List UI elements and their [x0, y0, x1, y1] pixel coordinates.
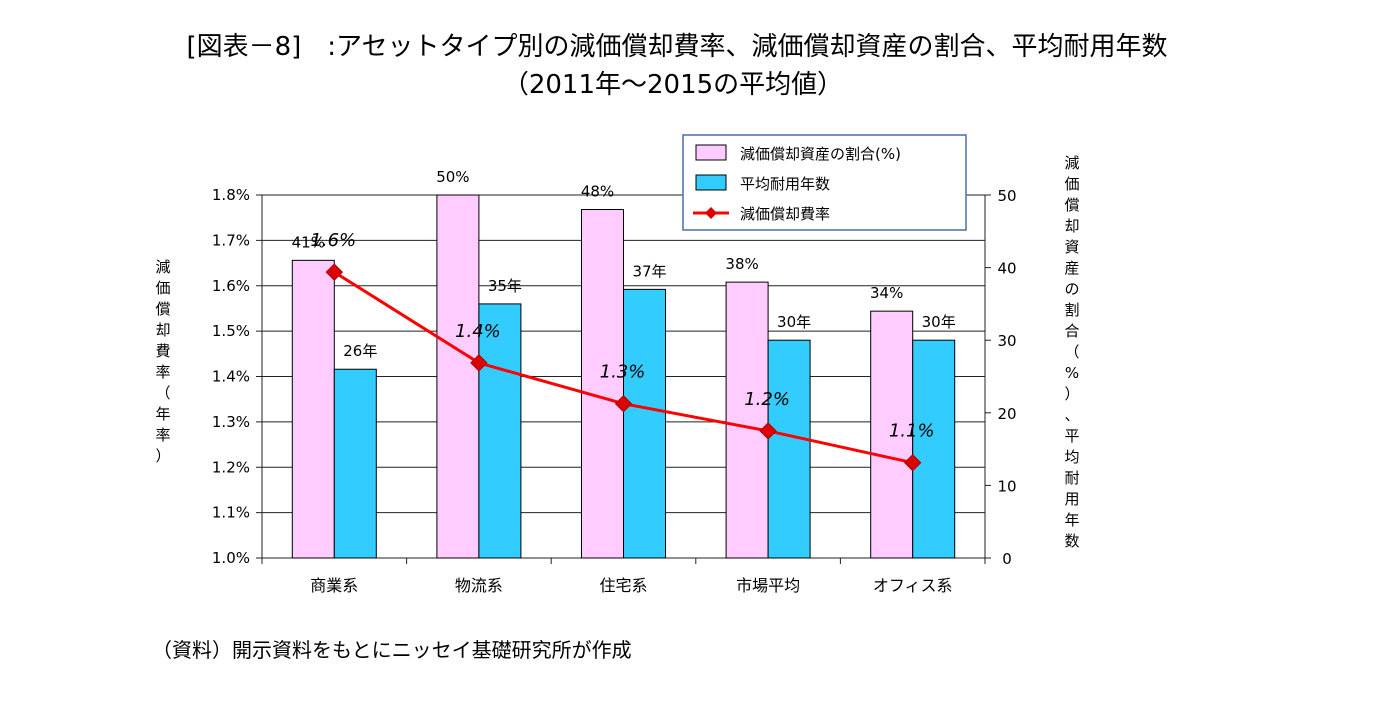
left-tick-label: 1.7%	[212, 231, 250, 249]
legend-swatch	[695, 174, 727, 191]
left-tick-label: 1.8%	[212, 186, 250, 204]
source-note: （資料）開示資料をもとにニッセイ基礎研究所が作成	[152, 638, 632, 662]
bar-data-label: 30年	[777, 313, 811, 331]
bar-data-label: 26年	[343, 342, 377, 360]
bar-useful-life	[478, 303, 522, 559]
line-data-label: 1.1%	[889, 421, 935, 442]
bar-data-label: 50%	[436, 168, 469, 186]
left-tick-label: 1.1%	[212, 504, 250, 522]
chart-title-line1: [図表－8] :アセットタイプ別の減価償却費率、減価償却資産の割合、平均耐用年数	[186, 32, 1168, 62]
right-tick-label: 40	[997, 260, 1016, 278]
line-data-label: 1.6%	[310, 230, 356, 251]
bar-data-label: 37年	[632, 262, 666, 280]
category-label: 市場平均	[736, 576, 800, 595]
left-tick-label: 1.0%	[212, 549, 250, 567]
bar-data-label: 30年	[922, 313, 956, 331]
right-tick-label: 20	[997, 405, 1016, 423]
right-axis-title: 減価償却資産の割合（%）、平均耐用年数	[1064, 154, 1079, 550]
bar-asset-ratio	[725, 281, 769, 559]
bar-useful-life	[333, 368, 377, 559]
bar-useful-life	[767, 339, 811, 559]
line-data-label: 1.4%	[455, 321, 501, 342]
legend-swatch	[695, 144, 727, 161]
depreciation-rate-marker	[470, 354, 488, 372]
category-label: 商業系	[310, 576, 358, 595]
bar-asset-ratio	[436, 194, 480, 559]
line-data-label: 1.2%	[744, 389, 790, 410]
left-axis-title: 減価償却費率（年率）	[155, 258, 170, 465]
category-label: 物流系	[455, 576, 503, 595]
bar-data-label: 48%	[581, 183, 614, 201]
bar-data-label: 35年	[488, 277, 522, 295]
right-tick-label: 50	[997, 187, 1016, 205]
legend-label: 減価償却資産の割合(%)	[740, 145, 901, 163]
right-tick-label: 10	[997, 477, 1016, 495]
bar-data-label: 34%	[870, 284, 903, 302]
legend-marker	[705, 207, 717, 219]
bar-data-label: 38%	[725, 255, 758, 273]
legend-label: 平均耐用年数	[740, 175, 830, 193]
bar-useful-life	[912, 339, 956, 559]
chart-title-line2: （2011年～2015の平均値）	[502, 70, 844, 100]
bar-data-label: 41%	[292, 233, 325, 251]
depreciation-rate-marker	[903, 454, 922, 472]
depreciation-rate-marker	[614, 395, 633, 413]
category-label: オフィス系	[873, 576, 953, 595]
line-data-label: 1.3%	[600, 362, 646, 383]
category-label: 住宅系	[599, 576, 647, 595]
left-tick-label: 1.4%	[212, 368, 250, 386]
right-tick-label: 0	[1002, 550, 1012, 568]
left-tick-label: 1.6%	[212, 277, 250, 295]
right-tick-label: 30	[997, 332, 1016, 350]
bar-asset-ratio	[581, 209, 624, 559]
depreciation-rate-marker	[325, 263, 344, 281]
legend-box	[682, 134, 967, 231]
left-tick-label: 1.3%	[212, 413, 250, 431]
legend-label: 減価償却費率	[740, 205, 830, 223]
depreciation-rate-marker	[759, 422, 777, 440]
left-tick-label: 1.5%	[212, 322, 250, 340]
bar-asset-ratio	[870, 310, 914, 559]
bar-asset-ratio	[291, 259, 335, 559]
left-tick-label: 1.2%	[212, 458, 250, 476]
bar-useful-life	[623, 288, 666, 559]
